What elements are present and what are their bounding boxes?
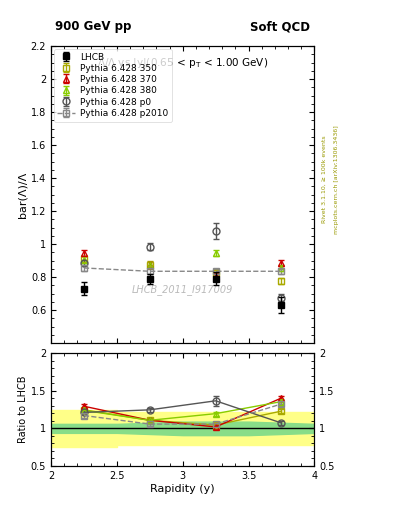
- X-axis label: Rapidity (y): Rapidity (y): [151, 483, 215, 494]
- Legend: LHCB, Pythia 6.428 350, Pythia 6.428 370, Pythia 6.428 380, Pythia 6.428 p0, Pyt: LHCB, Pythia 6.428 350, Pythia 6.428 370…: [54, 49, 172, 121]
- Y-axis label: bar(Λ)/Λ: bar(Λ)/Λ: [18, 172, 28, 218]
- Text: $\bar{\Lambda}/\Lambda$ vs |y|(0.65 < p$_{\mathrm{T}}$ < 1.00 GeV): $\bar{\Lambda}/\Lambda$ vs |y|(0.65 < p$…: [97, 55, 268, 71]
- Y-axis label: Ratio to LHCB: Ratio to LHCB: [18, 376, 28, 443]
- Text: Soft QCD: Soft QCD: [250, 20, 310, 33]
- Text: Rivet 3.1.10, ≥ 100k events: Rivet 3.1.10, ≥ 100k events: [322, 135, 327, 223]
- Text: mcplots.cern.ch [arXiv:1306.3436]: mcplots.cern.ch [arXiv:1306.3436]: [334, 125, 338, 233]
- Text: 900 GeV pp: 900 GeV pp: [55, 20, 131, 33]
- Text: LHCB_2011_I917009: LHCB_2011_I917009: [132, 284, 233, 295]
